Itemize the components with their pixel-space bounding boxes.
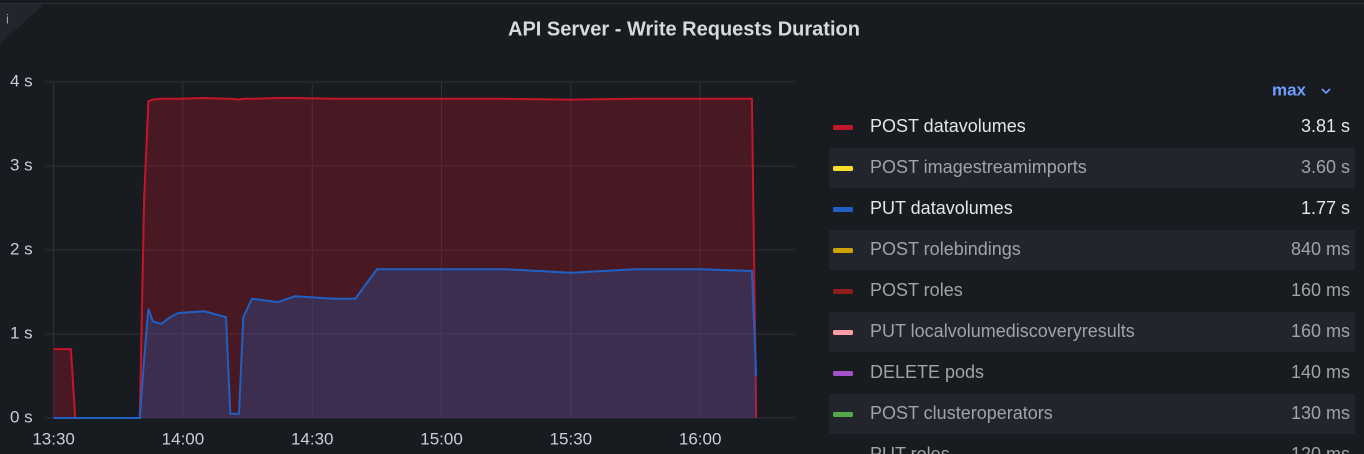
y-tick-label: 4 s — [10, 71, 33, 90]
legend-swatch — [833, 289, 853, 294]
legend-name[interactable]: POST clusteroperators — [870, 403, 1053, 423]
legend-swatch — [833, 330, 853, 335]
legend-swatch — [833, 166, 853, 171]
chart-title: API Server - Write Requests Duration — [508, 18, 860, 40]
legend-max-value: 120 ms — [1291, 444, 1350, 454]
legend-name[interactable]: POST imagestreamimports — [870, 157, 1087, 177]
legend-max-value: 130 ms — [1291, 403, 1350, 423]
legend-max-value: 1.77 s — [1301, 198, 1350, 218]
legend-max-value: 140 ms — [1291, 362, 1350, 382]
legend-swatch — [833, 412, 853, 417]
x-tick-label: 16:00 — [679, 429, 722, 448]
legend-row-background — [829, 230, 1355, 270]
y-tick-label: 3 s — [10, 155, 33, 174]
legend-swatch — [833, 248, 853, 253]
legend-max-value: 840 ms — [1291, 239, 1350, 259]
legend-name[interactable]: POST datavolumes — [870, 116, 1026, 136]
legend: max POST datavolumes 3.81 s POST imagestre… — [829, 80, 1355, 454]
sort-caret[interactable] — [1321, 88, 1331, 95]
y-tick-label: 1 s — [10, 323, 33, 342]
legend-swatch — [833, 125, 853, 130]
legend-max-value: 3.81 s — [1301, 116, 1350, 136]
y-tick-label: 2 s — [10, 239, 33, 258]
series-area — [53, 269, 757, 418]
x-tick-label: 14:00 — [162, 429, 205, 448]
legend-max-value: 160 ms — [1291, 321, 1350, 341]
legend-name[interactable]: PUT localvolumediscoveryresults — [870, 321, 1135, 341]
info-icon[interactable]: i — [6, 11, 9, 26]
legend-name[interactable]: POST rolebindings — [870, 239, 1021, 259]
legend-max-value: 160 ms — [1291, 280, 1350, 300]
y-tick-label: 0 s — [10, 407, 33, 426]
plot-area: 0 s 1 s 2 s 3 s 4 s 13:30 14:00 14:30 15:00 15:30… — [10, 71, 795, 448]
legend-name[interactable]: PUT roles — [870, 444, 950, 454]
series-line — [53, 268, 758, 419]
legend-swatch — [833, 207, 853, 212]
info-corner[interactable] — [0, 4, 44, 44]
series-line — [53, 96, 758, 419]
x-tick-label: 15:30 — [550, 429, 593, 448]
legend-row-background — [829, 394, 1355, 434]
x-tick-label: 15:00 — [420, 429, 463, 448]
legend-name[interactable]: PUT datavolumes — [870, 198, 1013, 218]
legend-name[interactable]: POST roles — [870, 280, 963, 300]
legend-name[interactable]: DELETE pods — [870, 362, 984, 382]
legend-max-value: 3.60 s — [1301, 157, 1350, 177]
legend-row-background — [829, 312, 1355, 352]
legend-swatch — [833, 371, 853, 376]
x-tick-label: 13:30 — [32, 429, 75, 448]
legend-sort-header[interactable]: max — [1272, 80, 1307, 99]
x-tick-label: 14:30 — [291, 429, 334, 448]
series-area — [53, 98, 757, 418]
legend-row-background — [829, 148, 1355, 188]
